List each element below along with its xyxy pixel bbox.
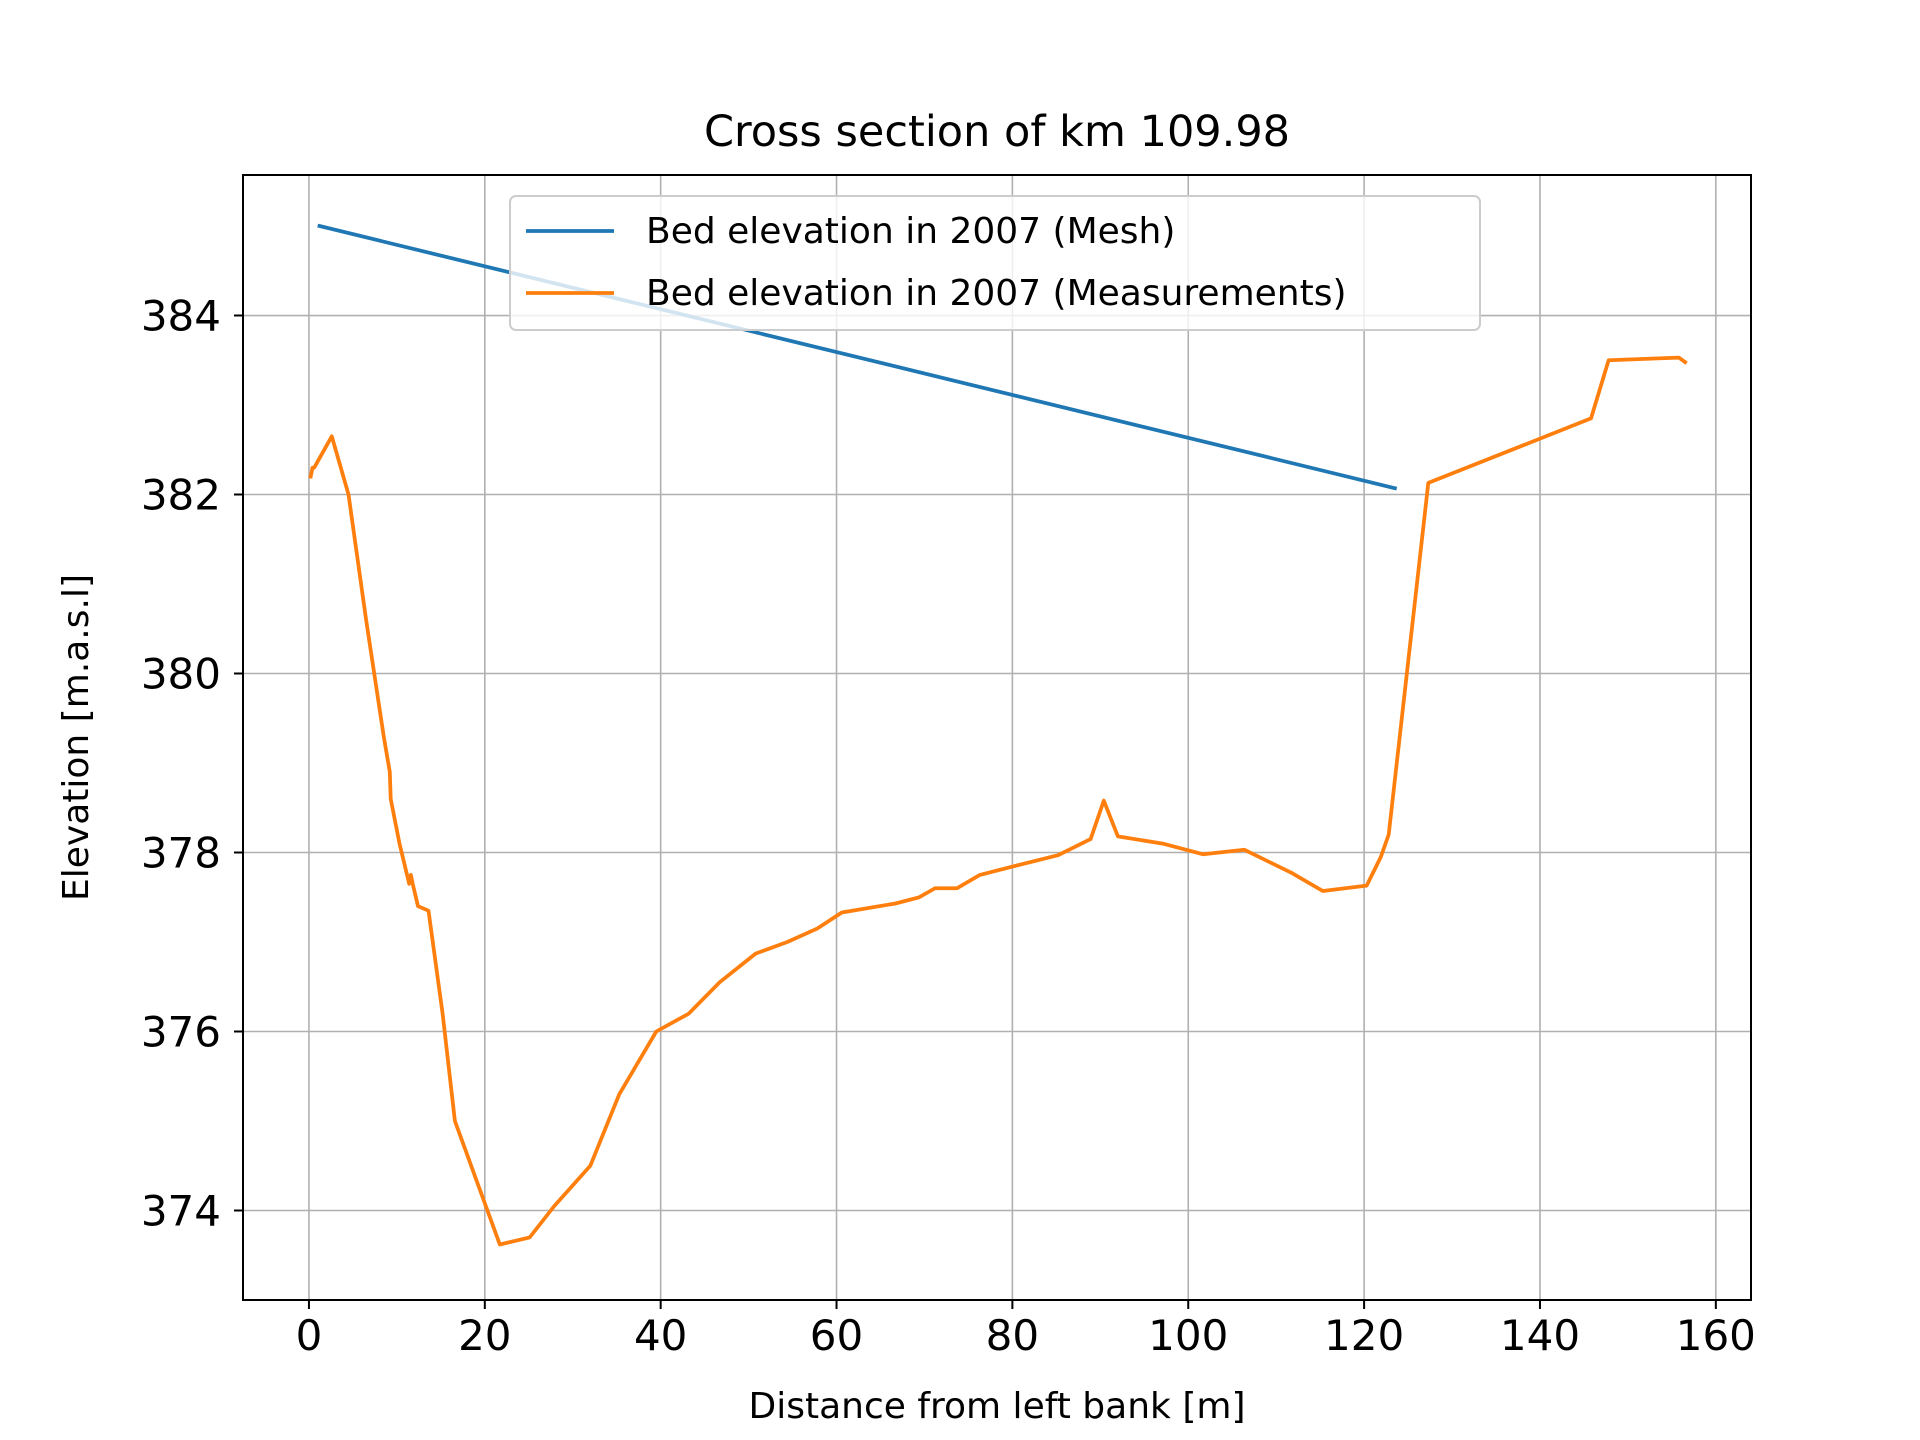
x-tick-label: 40 xyxy=(634,1311,687,1360)
x-tick-label: 160 xyxy=(1676,1311,1756,1360)
x-tick-label: 60 xyxy=(810,1311,863,1360)
plot-frame xyxy=(242,174,1752,1301)
series-line-1 xyxy=(317,223,1398,491)
y-tick-label: 378 xyxy=(141,829,221,878)
axis-ticks: 0 20 40 60 80 100 120 140 160 374 376 378 380 382 384 xyxy=(141,292,1756,1360)
x-tick-label: 140 xyxy=(1500,1311,1580,1360)
legend: Bed elevation in 2007 (Mesh) Bed elevatio… xyxy=(509,195,1481,331)
y-tick-label: 380 xyxy=(141,650,221,699)
legend-box xyxy=(509,195,1481,331)
series-lines xyxy=(308,223,1688,1247)
y-tick-label: 382 xyxy=(141,471,221,520)
x-tick-label: 0 xyxy=(296,1311,323,1360)
x-tick-label: 80 xyxy=(986,1311,1039,1360)
x-tick-label: 20 xyxy=(458,1311,511,1360)
x-tick-label: 100 xyxy=(1148,1311,1228,1360)
legend-items: Bed elevation in 2007 (Mesh) Bed elevatio… xyxy=(526,211,1347,314)
legend-label-1: Bed elevation in 2007 (Mesh) xyxy=(646,211,1175,252)
x-tick-label: 120 xyxy=(1324,1311,1404,1360)
y-axis-label: Elevation [m.a.s.l] xyxy=(56,574,97,901)
y-tick-label: 376 xyxy=(141,1008,221,1057)
chart-title: Cross section of km 109.98 xyxy=(704,107,1290,157)
x-axis-label: Distance from left bank [m] xyxy=(748,1386,1245,1427)
legend-label-2: Bed elevation in 2007 (Measurements) xyxy=(646,273,1347,314)
series-line-2 xyxy=(308,355,1688,1247)
y-tick-label: 384 xyxy=(141,292,221,341)
y-tick-label: 374 xyxy=(141,1187,221,1236)
